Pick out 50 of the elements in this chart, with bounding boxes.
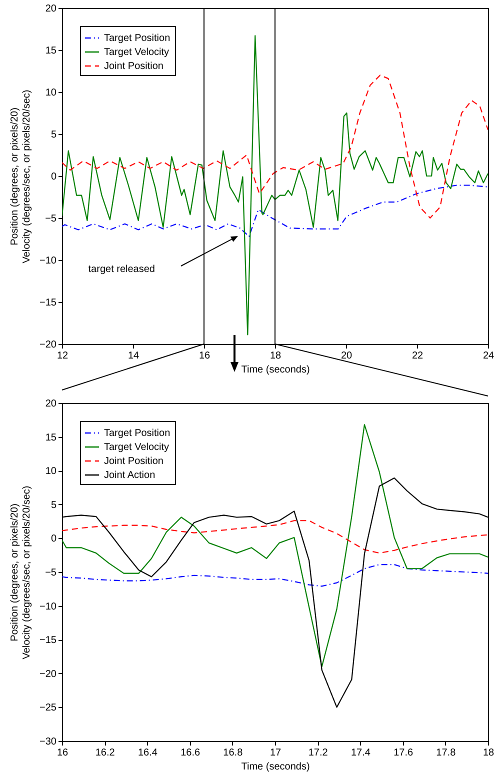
y-tick-label: −15 [40,635,57,646]
x-tick-label: 17.2 [308,748,328,758]
y-tick-label: 10 [45,88,57,98]
x-tick-label: 12 [56,350,68,362]
legend-label: Target Position [104,33,170,44]
y-tick-label: 5 [50,130,57,140]
legend-label: Target Position [104,428,170,439]
y-tick-label: 0 [50,534,57,545]
y-tick-label: −30 [40,736,57,748]
x-tick-label: 17.8 [436,748,456,758]
y-axis-title: Position (degrees, or pixels/20) Velocity (degrees/sec, or pixels/20/sec) [10,90,33,264]
y-tick-label: −5 [45,214,57,224]
x-tick-label: 14 [128,350,140,362]
x-axis-title: Time (seconds) [241,364,310,376]
x-tick-label: 24 [482,350,494,362]
x-tick-label: 20 [340,350,352,362]
x-tick-label: 17 [270,748,282,758]
y-tick-label: −20 [40,668,57,680]
legend-label: Joint Action [104,470,156,481]
x-tick-label: 16.4 [138,748,158,758]
y-tick-label: −10 [40,601,57,612]
y-axis-title: Position (degrees, or pixels/20) Velocity (degrees/sec, or pixels/20/sec) [10,486,33,660]
legend-label: Joint Position [104,456,164,467]
legend-label: Target Velocity [104,47,170,58]
x-tick-label: 16.6 [180,748,200,758]
y-tick-label: 10 [45,466,57,478]
x-tick-label: 16.2 [95,748,116,758]
x-tick-label: 16 [198,350,210,362]
x-tick-label: 17.6 [394,748,414,758]
y-tick-label: 20 [45,4,57,14]
x-tick-label: 18 [482,748,494,758]
y-tick-label: −10 [40,256,57,266]
annotation: target released [88,264,155,275]
legend-label: Joint Position [104,61,164,72]
x-tick-label: 16.8 [223,748,244,758]
x-tick-label: 18 [270,350,282,362]
x-tick-label: 16 [56,748,68,758]
y-tick-label: 20 [45,398,57,410]
y-tick-label: −15 [40,298,57,308]
y-tick-label: −20 [40,340,57,350]
y-tick-label: 5 [50,500,57,511]
y-tick-label: 15 [45,432,57,444]
x-tick-label: 17.4 [350,748,371,758]
y-tick-label: −5 [45,568,57,578]
x-axis-title: Time (seconds) [241,762,310,772]
y-tick-label: 15 [45,46,57,56]
y-tick-label: 0 [50,172,57,182]
x-tick-label: 22 [412,350,424,362]
y-tick-label: −25 [40,702,57,714]
legend-label: Target Velocity [104,442,170,453]
